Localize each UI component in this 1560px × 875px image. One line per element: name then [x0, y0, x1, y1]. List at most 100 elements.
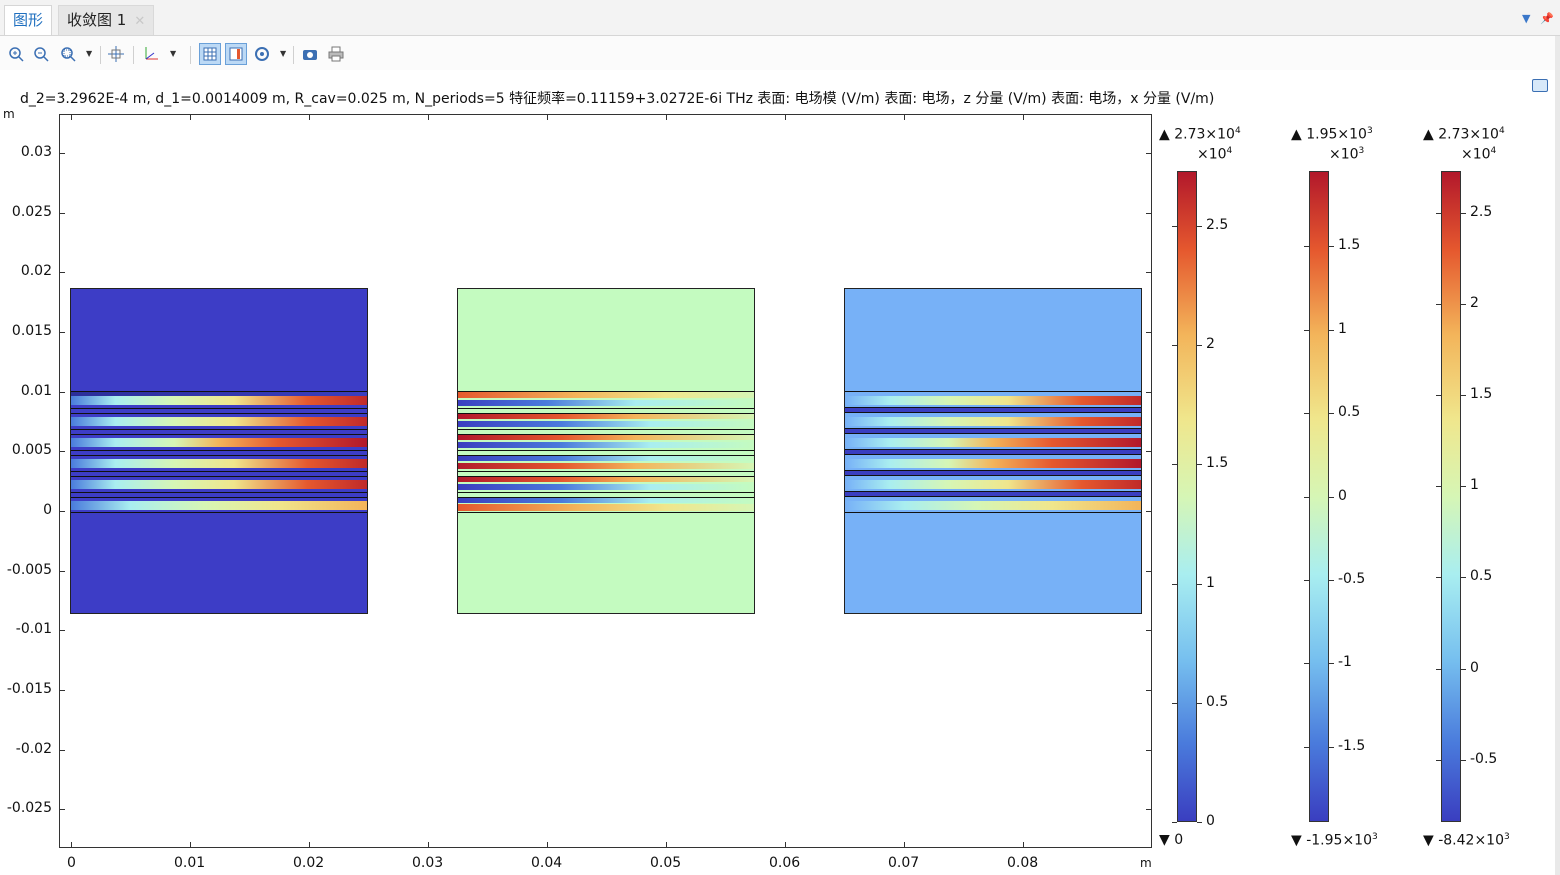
colorbar-tick-mark	[1461, 759, 1466, 761]
x-axis-unit: m	[1140, 856, 1152, 870]
colorbar-tick-label: 0.5	[1206, 693, 1229, 710]
zoom-in-icon[interactable]	[6, 44, 26, 64]
chevron-down-icon[interactable]: ▼	[86, 49, 93, 58]
panel-background	[458, 289, 754, 613]
colorbar-tick-mark	[1197, 464, 1202, 466]
x-tick-mark	[190, 114, 191, 120]
colorbar-tick-mark	[1172, 822, 1177, 823]
legend-toggle-icon[interactable]	[225, 43, 247, 65]
colorbar-tick-mark	[1197, 583, 1202, 585]
panel-background	[71, 289, 367, 613]
tab-graphics[interactable]: 图形	[4, 5, 53, 35]
colorbar-tick-mark	[1436, 759, 1441, 761]
x-tick-label: 0.02	[293, 855, 325, 871]
x-tick-mark	[1023, 842, 1024, 848]
colorbar-tick-mark	[1304, 746, 1309, 748]
field-stripe	[71, 417, 367, 426]
pin-icon[interactable]: 📌	[1540, 12, 1554, 25]
x-tick-mark	[547, 114, 548, 120]
zoom-out-icon[interactable]	[31, 44, 51, 64]
colorbar-multiplier-exponent: 3	[1358, 146, 1365, 156]
field-stripe	[845, 459, 1141, 468]
layer-boundary	[845, 470, 1141, 476]
plot-area[interactable]	[59, 114, 1152, 848]
y-tick-label: -0.02	[15, 740, 52, 757]
chevron-down-icon[interactable]: ▼	[170, 49, 177, 58]
y-tick-mark	[1146, 511, 1152, 512]
x-tick-mark	[1023, 114, 1024, 120]
layer-stack	[458, 391, 754, 513]
colorbar-max-label: ▲ 2.73×104	[1159, 126, 1241, 143]
layer-boundary	[71, 512, 367, 513]
x-tick-mark	[309, 114, 310, 120]
x-tick-mark	[71, 842, 72, 848]
tab-convergence-plot[interactable]: 收敛图 1 ✕	[58, 5, 155, 35]
x-tick-mark	[785, 842, 786, 848]
chevron-down-icon[interactable]: ▼	[280, 49, 287, 58]
chevron-down-icon[interactable]: ▼	[1522, 12, 1531, 25]
y-tick-mark	[1146, 630, 1152, 632]
scrollbar[interactable]	[1555, 36, 1560, 875]
x-tick-mark	[71, 114, 72, 120]
panel-electric-field-z	[457, 288, 755, 614]
field-stripe	[71, 501, 367, 510]
colorbar-tick-mark	[1304, 579, 1309, 581]
colorbar-min-value: ▼ -1.95×10	[1291, 832, 1372, 849]
y-tick-mark	[59, 570, 65, 572]
axes-orientation-icon[interactable]	[141, 44, 161, 64]
y-tick-label: -0.025	[6, 800, 52, 817]
colorbar-multiplier-exponent: 4	[1490, 146, 1497, 156]
camera-icon[interactable]	[300, 44, 320, 64]
print-icon[interactable]	[326, 44, 346, 64]
colorbar-tick-mark	[1461, 212, 1466, 214]
toolbar-divider	[190, 46, 191, 64]
colorbar-tick-label: 0.5	[1338, 404, 1361, 421]
x-tick-label: 0.03	[412, 855, 444, 871]
colorbar-max-label: ▲ 2.73×104	[1423, 126, 1505, 143]
colorbar-tick-mark	[1329, 579, 1334, 581]
colorbar-tick-mark	[1197, 702, 1202, 704]
layer-boundary	[458, 512, 754, 513]
y-tick-mark	[1146, 451, 1152, 453]
colorbar-min-value: ▼ 0	[1159, 832, 1184, 848]
x-tick-label: 0.04	[531, 855, 563, 871]
zoom-box-icon[interactable]	[58, 44, 78, 64]
colorbar-tick-mark	[1172, 464, 1177, 466]
x-tick-label: 0.08	[1007, 855, 1039, 871]
colorbar-min-label: ▼ 0	[1159, 832, 1183, 848]
layer-boundary	[71, 391, 367, 392]
tab-bar: 图形 收敛图 1 ✕ ▼ 📌	[0, 0, 1560, 36]
layer-boundary	[458, 471, 754, 477]
colorbar-tick-mark	[1172, 583, 1177, 585]
tab-convergence-label: 收敛图 1	[67, 11, 127, 29]
pan-icon[interactable]	[106, 44, 126, 64]
colorbar-multiplier-base: ×10	[1197, 146, 1227, 163]
colorbar-tick-mark	[1436, 577, 1441, 579]
x-tick-mark	[547, 842, 548, 848]
colorbar-tick-mark	[1461, 668, 1466, 670]
x-tick-label: 0.05	[650, 855, 682, 871]
colorbar-tick-label: 1	[1470, 477, 1479, 494]
y-tick-label: 0.005	[11, 442, 52, 459]
y-tick-mark	[59, 212, 65, 214]
y-axis-unit: m	[3, 107, 15, 121]
image-snapshot-icon[interactable]	[1532, 79, 1548, 92]
y-tick-mark	[1146, 153, 1152, 155]
layer-boundary	[845, 512, 1141, 513]
toolbar-divider	[100, 46, 101, 64]
field-stripe	[845, 438, 1141, 447]
layer-boundary	[458, 429, 754, 435]
colorbar-tick-mark	[1304, 246, 1309, 248]
close-icon[interactable]: ✕	[134, 14, 146, 29]
field-stripe	[845, 501, 1141, 510]
colorbar-tick-label: 2	[1470, 295, 1479, 312]
scene-light-icon[interactable]	[252, 44, 272, 64]
field-stripe	[458, 392, 754, 398]
x-tick-mark	[666, 114, 667, 120]
colorbar-tick-mark	[1304, 413, 1309, 415]
layer-boundary	[845, 428, 1141, 434]
grid-toggle-icon[interactable]	[199, 43, 221, 65]
colorbar-max-exponent: 4	[1234, 126, 1241, 136]
layer-boundary	[71, 450, 367, 456]
tab-graphics-label: 图形	[13, 11, 44, 29]
